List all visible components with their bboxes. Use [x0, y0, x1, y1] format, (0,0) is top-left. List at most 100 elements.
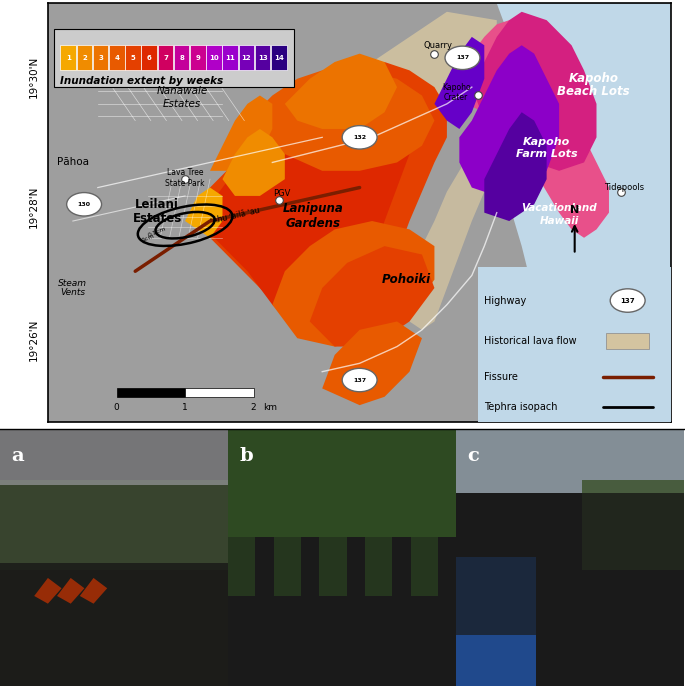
Bar	[125, 45, 141, 71]
Polygon shape	[210, 95, 273, 171]
Text: Pāhoa: Pāhoa	[57, 158, 89, 167]
Text: Highway: Highway	[484, 296, 527, 305]
Polygon shape	[273, 221, 434, 346]
Bar	[606, 333, 649, 348]
Text: a: a	[12, 447, 24, 464]
Text: Tephra isopach: Tephra isopach	[484, 402, 558, 412]
Polygon shape	[328, 12, 497, 163]
Text: Vacationland: Vacationland	[521, 204, 597, 213]
Text: 10: 10	[209, 55, 219, 61]
Text: 132: 132	[353, 135, 366, 140]
Text: 13: 13	[258, 55, 268, 61]
Polygon shape	[34, 578, 62, 604]
Text: Kapoho: Kapoho	[523, 137, 570, 147]
Text: State Park: State Park	[165, 179, 205, 188]
Bar	[255, 45, 271, 71]
Text: Kapoho: Kapoho	[569, 72, 619, 85]
Polygon shape	[185, 187, 223, 238]
Text: 7: 7	[163, 55, 168, 61]
Text: 6: 6	[147, 55, 151, 61]
Text: 4: 4	[114, 55, 119, 61]
Text: km: km	[263, 403, 277, 412]
Bar	[141, 45, 157, 71]
Text: Crater: Crater	[444, 93, 469, 102]
Text: 8: 8	[179, 55, 184, 61]
Text: Beach Lots: Beach Lots	[557, 85, 630, 98]
Text: Hawaii: Hawaii	[540, 216, 579, 226]
Polygon shape	[57, 578, 84, 604]
Bar	[206, 45, 222, 71]
Bar	[274, 506, 301, 596]
Text: 11: 11	[225, 55, 235, 61]
Text: Gardens: Gardens	[286, 217, 340, 230]
Bar	[190, 45, 205, 71]
Text: 1cm: 1cm	[140, 233, 155, 243]
Polygon shape	[497, 3, 671, 422]
Text: 137: 137	[621, 298, 635, 303]
Polygon shape	[472, 12, 597, 171]
Bar	[223, 45, 238, 71]
Text: 5: 5	[131, 55, 136, 61]
Text: 19°26'N: 19°26'N	[29, 319, 38, 362]
Bar	[478, 267, 671, 426]
Polygon shape	[223, 129, 285, 196]
Polygon shape	[322, 322, 422, 405]
Bar	[582, 480, 684, 570]
Text: Leilani: Leilani	[135, 198, 179, 211]
Circle shape	[66, 193, 101, 216]
Polygon shape	[197, 75, 410, 338]
Polygon shape	[285, 54, 397, 129]
Text: 14: 14	[274, 55, 284, 61]
Text: c: c	[468, 447, 479, 464]
Polygon shape	[460, 45, 559, 196]
Text: Estates: Estates	[132, 213, 182, 226]
Text: Lanipuna: Lanipuna	[282, 202, 343, 215]
Bar	[0, 429, 228, 486]
Text: Inundation extent by weeks: Inundation extent by weeks	[60, 76, 223, 86]
Text: Lava Tree: Lava Tree	[167, 168, 203, 178]
Text: PGV: PGV	[273, 189, 290, 198]
Text: Quarry: Quarry	[423, 40, 452, 50]
Bar	[60, 45, 76, 71]
Bar	[456, 493, 684, 635]
Polygon shape	[484, 113, 547, 221]
Bar	[228, 429, 456, 545]
Bar	[228, 506, 256, 596]
Bar	[238, 45, 254, 71]
Circle shape	[610, 289, 645, 312]
Bar	[271, 45, 287, 71]
Text: 0: 0	[114, 403, 119, 412]
Polygon shape	[434, 37, 484, 129]
Bar	[0, 480, 228, 570]
Bar	[365, 506, 393, 596]
Bar	[109, 45, 125, 71]
Polygon shape	[447, 20, 609, 238]
Text: b: b	[240, 447, 253, 464]
Text: Tidepools: Tidepools	[604, 183, 645, 192]
Text: Vents: Vents	[60, 287, 86, 296]
Text: 19°28'N: 19°28'N	[29, 185, 38, 228]
Bar	[54, 29, 294, 87]
Text: 137: 137	[353, 377, 366, 383]
Polygon shape	[191, 62, 447, 338]
Text: 12: 12	[242, 55, 251, 61]
Bar	[158, 45, 173, 71]
Text: 3: 3	[98, 55, 103, 61]
Circle shape	[342, 368, 377, 392]
Text: 2: 2	[251, 403, 256, 412]
Text: 1: 1	[182, 403, 188, 412]
Text: N: N	[570, 204, 580, 215]
Text: 130: 130	[77, 202, 90, 206]
Text: Nanawale: Nanawale	[156, 86, 208, 96]
Polygon shape	[397, 150, 484, 330]
Text: 1: 1	[66, 55, 71, 61]
Bar	[410, 506, 438, 596]
Text: 2: 2	[82, 55, 87, 61]
Bar	[319, 506, 347, 596]
Text: ʻAhu ʻailā ʻau: ʻAhu ʻailā ʻau	[210, 206, 260, 226]
Text: 0.1cm: 0.1cm	[147, 226, 167, 237]
Text: 19°30'N: 19°30'N	[29, 56, 38, 98]
Text: 137: 137	[456, 56, 469, 60]
Text: Fissure: Fissure	[484, 372, 518, 381]
Bar	[116, 388, 185, 397]
